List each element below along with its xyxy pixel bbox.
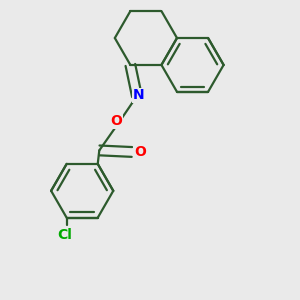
Text: O: O — [134, 145, 146, 159]
Text: Cl: Cl — [58, 228, 73, 242]
Text: O: O — [110, 115, 122, 128]
Text: N: N — [133, 88, 144, 102]
